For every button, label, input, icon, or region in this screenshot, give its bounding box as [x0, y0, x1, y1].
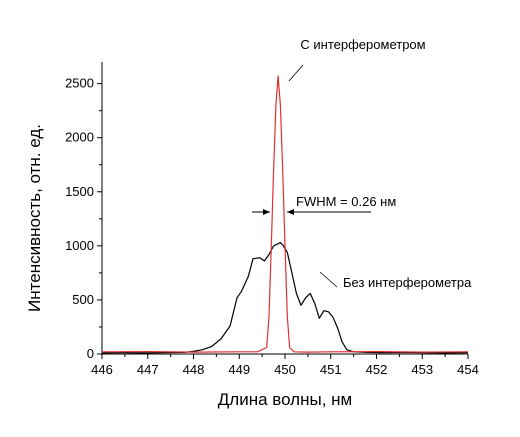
y-tick-label: 2500	[65, 76, 94, 91]
x-tick-label: 448	[183, 362, 205, 377]
x-tick-label: 453	[411, 362, 433, 377]
annotation-with-interferometer: С интерферометром	[300, 37, 425, 52]
y-tick-label: 1000	[65, 238, 94, 253]
fwhm-label: FWHM = 0.26 нм	[296, 194, 396, 209]
x-tick-label: 454	[457, 362, 479, 377]
y-axis-title: Интенсивность, отн. ед.	[25, 124, 44, 312]
axes-layer: 446 447 448 449 450 451 452 453 454 0 500 1000 1500 2…	[25, 62, 479, 409]
annotation-layer: С интерферометром Без интерферометра FWHM …	[252, 37, 472, 290]
fwhm-arrow-right-head	[287, 209, 294, 215]
y-tick-label: 500	[72, 292, 94, 307]
x-tick-label: 446	[91, 362, 113, 377]
annotation-without-interferometer: Без интерферометра	[343, 275, 472, 290]
x-tick-label: 447	[137, 362, 159, 377]
series-line-with-interferometer	[101, 75, 469, 353]
fwhm-arrow-left-head	[263, 209, 270, 215]
y-tick-label: 0	[87, 346, 94, 361]
y-tick-label: 2000	[65, 130, 94, 145]
annotation-leader-with	[288, 64, 304, 82]
x-axis-title: Длина волны, нм	[218, 390, 352, 409]
x-tick-label: 451	[320, 362, 342, 377]
series-layer	[101, 75, 469, 354]
annotation-leader-without	[319, 271, 338, 288]
x-tick-label: 450	[274, 362, 296, 377]
x-tick-label: 449	[228, 362, 250, 377]
y-tick-label: 1500	[65, 184, 94, 199]
x-tick-label: 452	[366, 362, 388, 377]
